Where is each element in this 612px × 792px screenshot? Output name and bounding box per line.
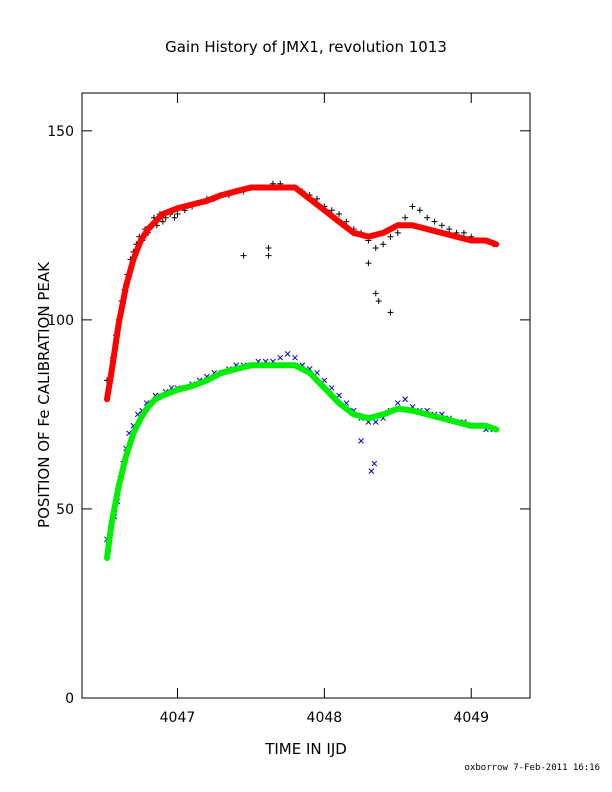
data-point-series-1: [365, 260, 372, 267]
y-axis-label: POSITION OF Fe CALIBRATION PEAK: [35, 261, 53, 528]
data-point-series-2: [372, 419, 379, 425]
data-point-series-1: [380, 241, 387, 248]
data-point-series-1: [387, 309, 394, 316]
fit-curve-2: [104, 362, 500, 562]
data-point-series-1: [171, 214, 178, 221]
data-point-series-1: [240, 252, 247, 259]
data-point-series-1: [409, 203, 416, 210]
y-tick-label: 0: [65, 691, 74, 707]
data-point-series-2: [402, 396, 409, 403]
data-point-series-2: [292, 354, 298, 361]
data-point-series-2: [371, 460, 378, 467]
y-tick-label: 50: [56, 502, 74, 518]
data-point-series-1: [336, 211, 343, 217]
data-point-series-1: [424, 214, 431, 221]
data-point-series-1: [372, 245, 379, 252]
y-tick-label: 150: [47, 124, 74, 140]
data-point-series-1: [438, 222, 445, 229]
data-point-series-1: [372, 290, 379, 297]
data-point-series-2: [368, 468, 375, 474]
chart-title: Gain History of JMX1, revolution 1013: [165, 38, 447, 56]
data-point-series-1: [394, 229, 401, 236]
x-tick-label: 4049: [453, 710, 489, 726]
x-axis-label: TIME IN IJD: [264, 740, 347, 758]
data-point-series-2: [284, 351, 291, 357]
data-point-series-1: [402, 214, 409, 221]
data-point-series-1: [159, 218, 166, 225]
data-point-series-1: [387, 233, 394, 240]
data-point-series-1: [375, 297, 382, 304]
footer-stamp: oxborrow 7-Feb-2011 16:16: [465, 763, 600, 773]
data-point-series-1: [265, 245, 272, 252]
y-tick-label: 100: [47, 313, 74, 329]
data-point-series-1: [446, 226, 453, 233]
data-point-series-1: [431, 218, 438, 225]
x-tick-label: 4047: [160, 710, 196, 726]
fit-curves: [104, 184, 500, 562]
data-point-series-2: [358, 438, 364, 444]
data-point-series-2: [277, 354, 284, 361]
data-point-series-2: [394, 400, 401, 406]
fit-curve-1: [104, 184, 500, 403]
data-point-series-1: [265, 252, 272, 259]
x-tick-label: 4048: [307, 710, 343, 726]
plot-frame: [81, 92, 531, 699]
data-point-series-1: [174, 211, 181, 217]
data-point-series-1: [460, 229, 467, 236]
data-points: [103, 180, 497, 543]
data-point-series-1: [416, 207, 423, 214]
axis-ticks: 4047 4048 4049 0 50 100 150: [47, 93, 530, 726]
